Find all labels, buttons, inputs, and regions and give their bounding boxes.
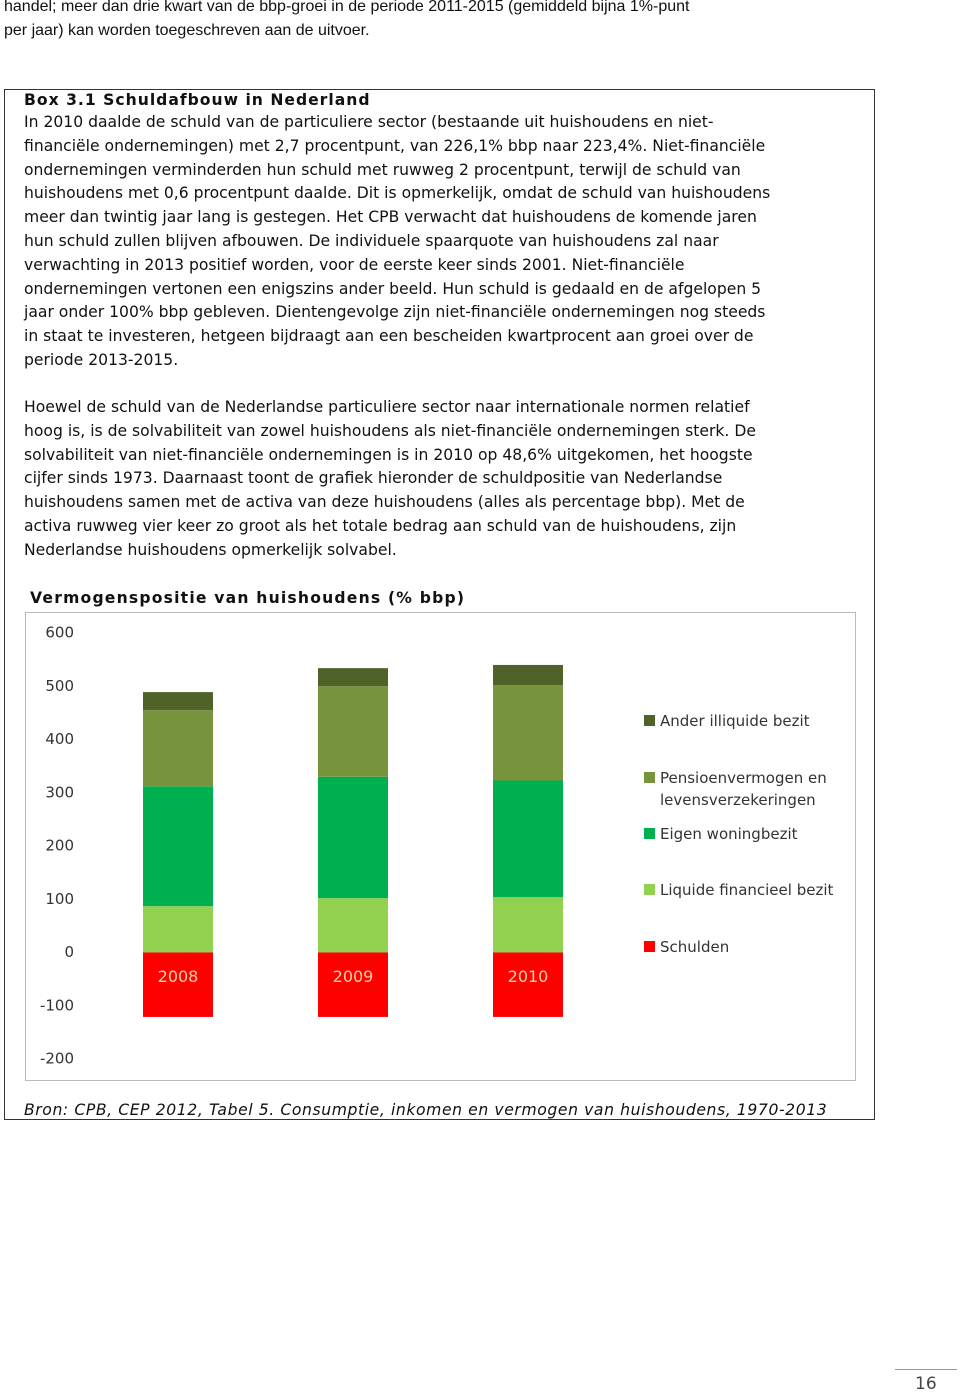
- bar-segment: [318, 668, 388, 687]
- bar-segment: [493, 664, 563, 686]
- legend-swatch: [644, 715, 655, 726]
- text-line: solvabiliteit van niet-financiële ondern…: [24, 445, 753, 464]
- chart-title: Vermogenspositie van huishoudens (% bbp): [30, 589, 466, 607]
- bar-segment: [143, 952, 213, 1017]
- text-line: huishoudens met 0,6 procentpunt daalde. …: [24, 184, 771, 203]
- box: [4, 89, 875, 1120]
- y-tick-label: 400: [45, 730, 74, 748]
- bar-segment: [318, 898, 388, 953]
- text-line: jaar onder 100% bbp gebleven. Dientengev…: [24, 303, 766, 322]
- text-line: per jaar) kan worden toegeschreven aan d…: [4, 22, 370, 39]
- bar-segment: [143, 906, 213, 953]
- legend-item: Schulden: [644, 936, 835, 958]
- source: Bron: CPB, CEP 2012, Tabel 5. Consumptie…: [24, 1101, 828, 1119]
- category-label: 2010: [508, 967, 549, 986]
- legend-swatch: [644, 828, 655, 839]
- bar-segment: [318, 776, 388, 899]
- rule: [895, 1369, 957, 1370]
- text-line: huishoudens samen met de activa van deze…: [24, 493, 745, 512]
- legend-swatch: [644, 772, 655, 783]
- y-tick-label: 200: [45, 837, 74, 855]
- bar-segment: [493, 780, 563, 898]
- bar-segment: [493, 685, 563, 781]
- legend-label: Eigen woningbezit: [660, 825, 798, 843]
- text-line: handel; meer dan drie kwart van de bbp-g…: [4, 0, 690, 15]
- bar-segment: [493, 897, 563, 953]
- category-label: 2009: [333, 967, 374, 986]
- legend-item: Liquide financieel bezit: [644, 879, 835, 901]
- text-line: Hoewel de schuld van de Nederlandse part…: [24, 398, 750, 416]
- text-line: Nederlandse huishoudens opmerkelijk solv…: [24, 540, 397, 559]
- legend-label: Ander illiquide bezit: [660, 712, 810, 730]
- chart: -200 -100 0 100 200 300 400 500 600 2008 2009 2010 …: [25, 612, 856, 1081]
- bar-segment: [143, 692, 213, 711]
- legend-item: Ander illiquide bezit: [644, 710, 835, 732]
- text-line: financiële ondernemingen) met 2,7 procen…: [24, 136, 766, 155]
- legend-swatch: [644, 884, 655, 895]
- text-line: meer dan twintig jaar lang is gestegen. …: [24, 208, 757, 227]
- bar-segment: [493, 952, 563, 1017]
- text-line: periode 2013-2015.: [24, 351, 179, 369]
- box-title: Box 3.1 Schuldafbouw in Nederland: [24, 91, 371, 109]
- legend-label: Liquide financieel bezit: [660, 881, 834, 899]
- page-number: 16: [915, 1374, 937, 1394]
- text-line: In 2010 daalde de schuld van de particul…: [24, 113, 714, 131]
- y-tick-label: -200: [40, 1050, 74, 1068]
- text-line: hun schuld zullen blijven afbouwen. De i…: [24, 232, 719, 250]
- text-line: in staat te investeren, hetgeen bijdraag…: [24, 327, 754, 346]
- y-tick-label: 500: [45, 677, 74, 695]
- legend-swatch: [644, 941, 655, 952]
- category-label: 2008: [158, 967, 199, 986]
- chart-svg: -200 -100 0 100 200 300 400 500 600 2008 2009 2010: [40, 624, 563, 1068]
- bar-segment: [318, 952, 388, 1017]
- text-line: ondernemingen vertonen een enigszins and…: [24, 279, 762, 298]
- bar-segment: [318, 686, 388, 777]
- legend-label: Schulden: [660, 938, 730, 956]
- text-line: hoog is, is de solvabiliteit van zowel h…: [24, 421, 756, 440]
- legend-label: Pensioenvermogen en levensverzekeringen: [660, 769, 827, 809]
- bar-segment: [143, 786, 213, 907]
- text-line: activa ruwweg vier keer zo groot als het…: [24, 517, 737, 535]
- y-tick-label: 600: [45, 624, 74, 642]
- text-line: ondernemingen verminderden hun schuld me…: [24, 160, 741, 179]
- bar-segment: [143, 710, 213, 787]
- y-tick-label: 300: [45, 783, 74, 801]
- text-line: verwachting in 2013 positief worden, voo…: [24, 255, 685, 274]
- legend-item: Eigen woningbezit: [644, 823, 835, 845]
- y-tick-label: 100: [45, 890, 74, 908]
- legend-item: Pensioenvermogen en levensverzekeringen: [644, 767, 835, 811]
- text-line: cijfer sinds 1973. Daarnaast toont de gr…: [24, 469, 723, 488]
- y-tick-label: -100: [40, 996, 74, 1014]
- y-tick-label: 0: [64, 943, 74, 961]
